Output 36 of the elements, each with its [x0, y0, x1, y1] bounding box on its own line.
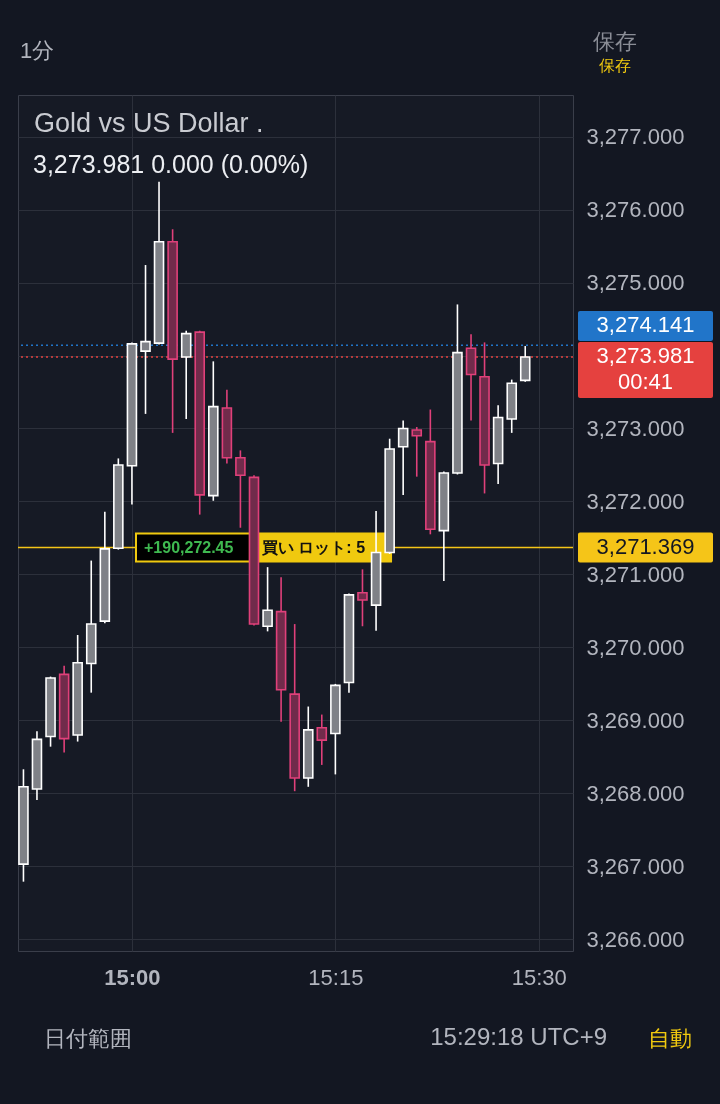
candlestick	[262, 566, 273, 633]
candlestick	[397, 419, 409, 496]
candlestick	[316, 713, 328, 766]
y-tick-label: 3,277.000	[586, 124, 685, 150]
text: 保存	[599, 57, 631, 74]
y-tick-label: 3,270.000	[586, 634, 685, 660]
x-tick-label: 15:30	[511, 964, 567, 990]
y-tick-label: 3,267.000	[586, 853, 685, 879]
candlestick	[411, 426, 423, 478]
x-tick-label: 15:00	[104, 964, 161, 990]
y-tick-label: 3,269.000	[586, 707, 685, 733]
text: 保存	[593, 29, 637, 54]
text: 1分	[20, 38, 55, 63]
text: 3,273.981 0.000 (0.00%)	[33, 150, 309, 178]
text: Gold vs US Dollar .	[34, 108, 264, 138]
y-tick-label: 3,266.000	[586, 926, 685, 952]
annotation: +190,272.45	[144, 538, 234, 556]
x-tick-label: 15:15	[308, 964, 364, 990]
y-tick-label: 3,272.000	[586, 488, 685, 514]
text: 日付範囲	[44, 1026, 132, 1051]
y-tick-label: 3,275.000	[586, 270, 685, 296]
text: 15:29:18 UTC+9	[430, 1023, 607, 1050]
candlestick	[357, 568, 368, 628]
text: 自動	[648, 1026, 692, 1051]
y-tick-label: 3,273.000	[586, 416, 685, 441]
candlestick	[140, 264, 151, 415]
ref-line-label: 3,273.981 00:41	[596, 342, 695, 394]
y-tick-label: 3,271.000	[586, 561, 685, 587]
y-tick-label: 3,276.000	[586, 197, 685, 223]
candlestick	[235, 449, 246, 529]
annotation: 買い ロット: 5	[260, 538, 366, 556]
y-tick-label: 3,268.000	[586, 780, 685, 806]
ref-line-label: 3,271.369	[596, 533, 695, 559]
candlestick	[180, 329, 192, 420]
ref-line-label: 3,274.141	[596, 311, 695, 337]
candlestick	[519, 345, 531, 383]
